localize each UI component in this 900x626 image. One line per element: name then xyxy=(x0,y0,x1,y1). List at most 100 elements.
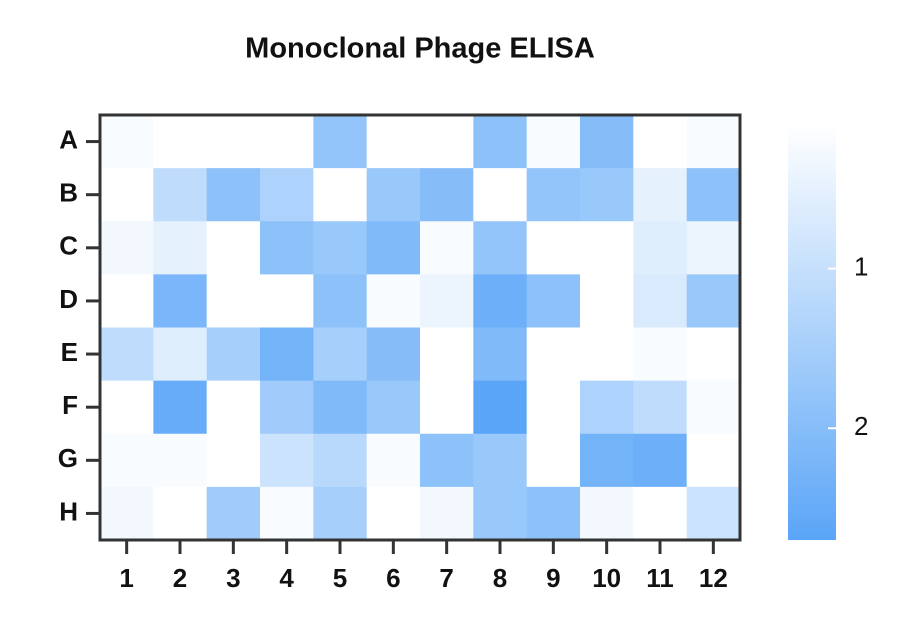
heatmap-cell xyxy=(633,115,688,169)
heatmap-cell xyxy=(313,115,368,169)
heatmap-cell xyxy=(206,433,261,488)
x-tick-label: 8 xyxy=(493,563,507,593)
heatmap-cell xyxy=(366,221,421,275)
heatmap-cell xyxy=(366,168,421,222)
heatmap-cell xyxy=(313,433,368,488)
plot-frame xyxy=(98,113,742,542)
heatmap-cell xyxy=(420,274,474,328)
heatmap-cell xyxy=(153,433,208,488)
heatmap-cell xyxy=(313,327,368,382)
heatmap-cell xyxy=(633,380,688,435)
heatmap-cell xyxy=(420,433,474,488)
heatmap-cell xyxy=(633,274,688,328)
heatmap-cell xyxy=(313,380,368,435)
heatmap-cell xyxy=(313,168,368,222)
heatmap-cell xyxy=(366,274,421,328)
heatmap-cell xyxy=(153,380,208,435)
heatmap-cell xyxy=(526,433,581,488)
x-tick-label: 12 xyxy=(699,563,728,593)
heatmap-cell xyxy=(260,221,314,275)
x-tick-label: 3 xyxy=(226,563,240,593)
y-tick-label: G xyxy=(58,443,78,473)
heatmap-cell xyxy=(420,221,474,275)
y-tick-label: A xyxy=(59,124,78,154)
colorbar-tick-label: 1 xyxy=(854,252,868,282)
heatmap-cell xyxy=(473,115,528,169)
y-tick-label: C xyxy=(59,231,78,261)
heatmap-cell xyxy=(260,327,314,382)
heatmap-cell xyxy=(100,274,154,328)
heatmap-cell xyxy=(260,115,314,169)
heatmap-cell xyxy=(580,380,634,435)
heatmap-cell xyxy=(100,221,154,275)
heatmap-cell xyxy=(580,433,634,488)
heatmap-cell xyxy=(526,115,581,169)
x-tick-label: 11 xyxy=(646,563,674,593)
heatmap-cell xyxy=(100,433,154,488)
colorbar xyxy=(788,125,836,540)
heatmap-cell xyxy=(686,327,741,382)
heatmap-cell xyxy=(100,380,154,435)
heatmap-cell xyxy=(420,115,474,169)
heatmap-cell xyxy=(686,168,741,222)
heatmap-cell xyxy=(686,380,741,435)
chart-title: Monoclonal Phage ELISA xyxy=(245,33,595,65)
heatmap-cell xyxy=(526,221,581,275)
heatmap-cell xyxy=(260,380,314,435)
heatmap-cell xyxy=(686,221,741,275)
heatmap-cell xyxy=(473,433,528,488)
heatmap-cell xyxy=(420,168,474,222)
heatmap-cell xyxy=(633,433,688,488)
heatmap-cell xyxy=(580,221,634,275)
x-tick-label: 9 xyxy=(546,563,560,593)
heatmap-cell xyxy=(580,115,634,169)
heatmap-cell xyxy=(366,115,421,169)
y-tick-label: D xyxy=(59,284,78,314)
heatmap-cell xyxy=(420,327,474,382)
heatmap-cell xyxy=(366,486,421,541)
x-tick-label: 7 xyxy=(439,563,453,593)
heatmap-cell xyxy=(366,380,421,435)
x-tick-label: 2 xyxy=(173,563,187,593)
heatmap-cell xyxy=(633,486,688,541)
heatmap-cell xyxy=(473,274,528,328)
y-tick-label: B xyxy=(59,178,78,208)
x-tick-label: 10 xyxy=(592,563,621,593)
heatmap-cell xyxy=(686,274,741,328)
heatmap-cell xyxy=(473,327,528,382)
heatmap-cell xyxy=(473,486,528,541)
heatmap-cell xyxy=(206,486,261,541)
x-tick-label: 5 xyxy=(333,563,347,593)
heatmap-cell xyxy=(686,115,741,169)
heatmap-cell xyxy=(153,274,208,328)
y-tick-label: F xyxy=(62,390,78,420)
heatmap-cell xyxy=(633,168,688,222)
heatmap-cell xyxy=(686,433,741,488)
heatmap-cell xyxy=(153,327,208,382)
heatmap-cell xyxy=(366,327,421,382)
heatmap-cell xyxy=(526,274,581,328)
heatmap-cell xyxy=(420,486,474,541)
heatmap-cell xyxy=(206,168,261,222)
colorbar-tick-label: 2 xyxy=(854,411,868,441)
heatmap-cell xyxy=(100,327,154,382)
heatmap-cell xyxy=(206,274,261,328)
heatmap-cell xyxy=(260,433,314,488)
x-tick-label: 4 xyxy=(279,563,294,593)
heatmap-cell xyxy=(153,486,208,541)
heatmap-cell xyxy=(260,168,314,222)
heatmap-cell xyxy=(526,168,581,222)
heatmap-cell xyxy=(153,115,208,169)
heatmap-cell xyxy=(206,115,261,169)
heatmap-cell xyxy=(153,168,208,222)
heatmap-cell xyxy=(580,274,634,328)
heatmap-cell xyxy=(473,168,528,222)
heatmap-cell xyxy=(313,274,368,328)
heatmap-cell xyxy=(526,327,581,382)
heatmap-cell xyxy=(526,380,581,435)
heatmap-cell xyxy=(260,486,314,541)
heatmap-cell xyxy=(313,221,368,275)
heatmap-cell xyxy=(206,327,261,382)
x-tick-label: 1 xyxy=(119,563,133,593)
